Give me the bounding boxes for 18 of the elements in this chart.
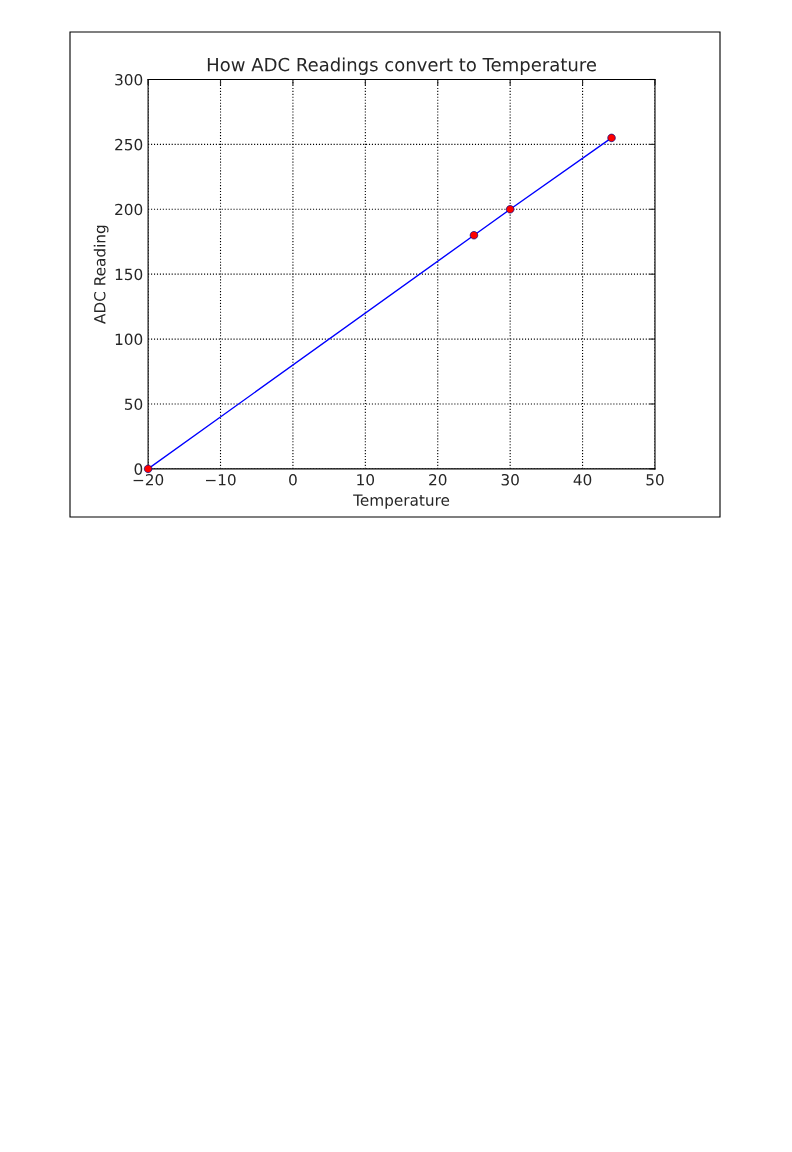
- x-tick-label: −20: [133, 473, 164, 486]
- x-axis-title: Temperature: [353, 494, 450, 509]
- y-tick-label: 150: [115, 268, 143, 281]
- y-tick-label: 200: [115, 203, 143, 216]
- x-tick-label: −10: [206, 473, 236, 486]
- x-tick-label: 30: [501, 473, 519, 486]
- x-tick-label: 0: [289, 473, 297, 486]
- x-tick-label: 20: [429, 473, 447, 486]
- x-tick-label: 40: [573, 473, 592, 486]
- x-tick-label: 10: [357, 473, 375, 486]
- y-tick-label: 0: [134, 463, 143, 475]
- y-tick-label: 50: [124, 398, 143, 410]
- y-axis-title: ADC Reading: [93, 225, 109, 324]
- y-tick-label: 250: [115, 138, 143, 151]
- x-tick-label: 50: [646, 473, 664, 486]
- chart-title: How ADC Readings convert to Temperature: [207, 57, 596, 75]
- y-tick-label: 100: [115, 333, 143, 346]
- y-tick-label: 300: [115, 73, 143, 86]
